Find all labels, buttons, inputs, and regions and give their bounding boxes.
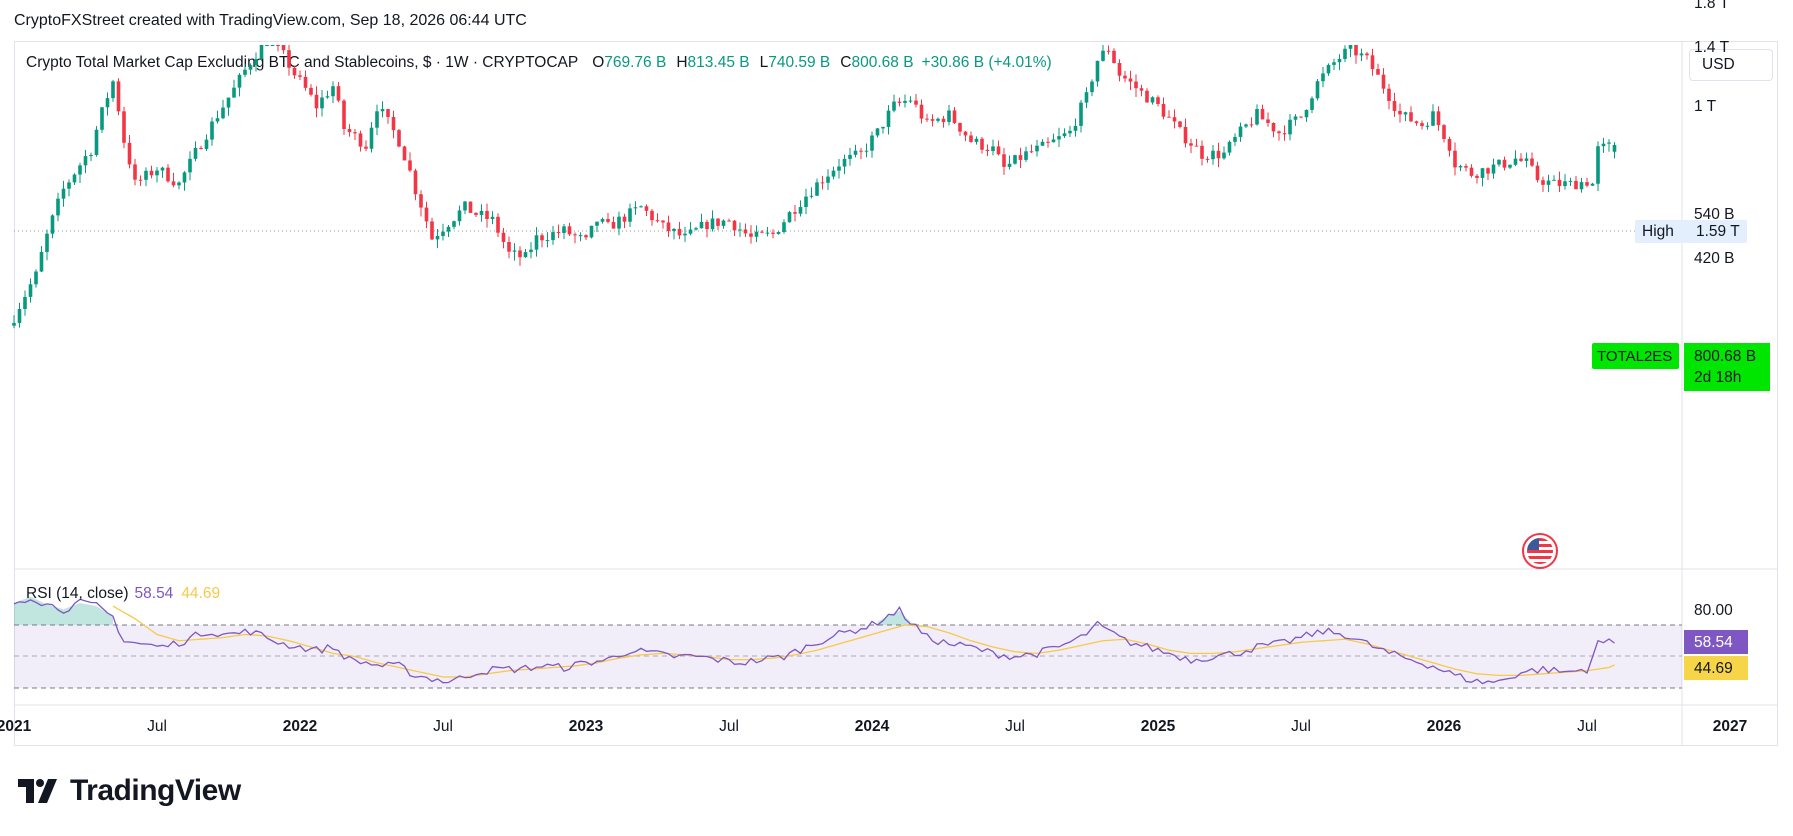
chart-frame <box>14 41 1778 746</box>
high-label: H <box>676 54 688 71</box>
currency-button[interactable]: USD <box>1689 49 1773 81</box>
low-value: 740.59 B <box>768 54 831 71</box>
tradingview-logo-text: TradingView <box>70 774 241 807</box>
chart-title: Crypto Total Market Cap Excluding BTC an… <box>26 54 579 71</box>
open-value: 769.76 B <box>604 54 667 71</box>
rsi-legend-ma-value: 44.69 <box>181 585 221 602</box>
rsi-legend[interactable]: RSI (14, close) 58.54 44.69 <box>26 585 220 603</box>
high-value: 813.45 B <box>687 54 750 71</box>
chart-attribution: CryptoFXStreet created with TradingView.… <box>14 12 527 29</box>
chart-title-line: Crypto Total Market Cap Excluding BTC an… <box>26 54 1052 72</box>
rsi-legend-name: RSI (14, close) <box>26 585 129 602</box>
tradingview-logo[interactable]: TradingView <box>18 774 241 808</box>
tradingview-logo-icon <box>18 779 57 803</box>
change-value: +30.86 B (+4.01%) <box>921 54 1052 71</box>
open-label: O <box>592 54 605 71</box>
close-value: 800.68 B <box>851 54 914 71</box>
close-label: C <box>840 54 852 71</box>
price-axis-tick: 1.8 T <box>1694 0 1730 12</box>
low-label: L <box>759 54 769 71</box>
rsi-legend-value: 58.54 <box>134 585 174 602</box>
